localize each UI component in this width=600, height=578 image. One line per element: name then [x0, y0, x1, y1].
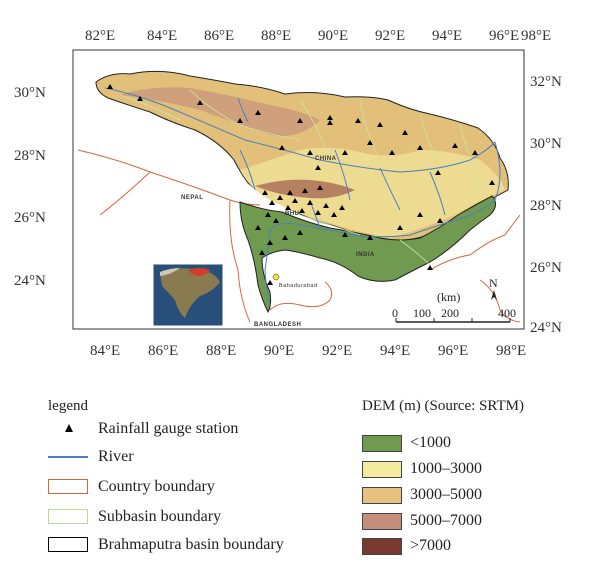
dem-class-5: >7000: [362, 536, 451, 556]
legend-item-basin: Brahmaputra basin boundary: [48, 534, 284, 556]
legend-item-subbasin: Subbasin boundary: [48, 506, 221, 528]
rivers: [104, 87, 501, 306]
subbasin-box-icon: [48, 508, 92, 526]
basin-map: NEPAL CHINA INDIA BHU BANGLADESH Bahadur…: [14, 28, 562, 359]
dem-swatch-2: [362, 460, 402, 478]
lon-top-94: 94°E: [432, 28, 462, 44]
dem-label-2: 1000–3000: [410, 460, 482, 477]
lat-right-32: 32°N: [530, 74, 562, 90]
dem-label-4: 5000–7000: [410, 512, 482, 529]
basin-lowland: [239, 195, 496, 314]
lat-left-26: 26°N: [14, 210, 46, 226]
lon-bottom-92: 92°E: [322, 343, 352, 359]
legend-label-gauge: Rainfall gauge station: [98, 420, 239, 437]
lat-right-28: 28°N: [530, 198, 562, 214]
basin-box-icon: [48, 536, 92, 554]
legend-item-river: River: [48, 446, 134, 468]
label-india: INDIA: [356, 252, 375, 258]
scale-bar: (km) 0 100 200 400: [392, 290, 516, 323]
triangle-icon: [48, 420, 92, 438]
dem-swatch-4: [362, 512, 402, 530]
lat-left-28: 28°N: [14, 148, 46, 164]
legend-item-gauge: Rainfall gauge station: [48, 418, 238, 440]
legend-label-subbasin: Subbasin boundary: [98, 508, 222, 525]
lon-top-90: 90°E: [318, 28, 348, 44]
scale-0: 0: [392, 306, 398, 320]
lat-ticks-right: 32°N 30°N 28°N 26°N 24°N: [530, 74, 562, 336]
feature-legend: legend Rainfall gauge station River Coun…: [48, 398, 348, 568]
legend-item-country: Country boundary: [48, 476, 215, 498]
lon-bottom-96: 96°E: [438, 343, 468, 359]
dem-class-1: <1000: [362, 433, 451, 453]
lon-bottom-90: 90°E: [264, 343, 294, 359]
bahadurabad-station-marker: [272, 273, 280, 281]
dem-label-3: 3000–5000: [410, 486, 482, 503]
north-arrow: N: [489, 276, 498, 300]
dem-swatch-5: [362, 537, 402, 555]
dem-class-3: 3000–5000: [362, 485, 482, 505]
lon-bottom-94: 94°E: [380, 343, 410, 359]
scale-unit: (km): [437, 290, 460, 304]
lon-ticks-bottom: 84°E 86°E 88°E 90°E 92°E 94°E 96°E 98°E: [90, 343, 526, 359]
lat-left-30: 30°N: [14, 85, 46, 101]
dem-label-5: >7000: [410, 537, 452, 554]
lat-right-26: 26°N: [530, 260, 562, 276]
lat-left-24: 24°N: [14, 273, 46, 289]
label-china: CHINA: [315, 156, 337, 162]
legend-label-country: Country boundary: [98, 478, 215, 495]
country-box-icon: [48, 478, 92, 496]
scale-100: 100: [413, 306, 431, 320]
scale-200: 200: [441, 306, 459, 320]
dem-legend: DEM (m) (Source: SRTM) <1000 1000–3000 3…: [362, 398, 592, 568]
dem-swatch-3: [362, 486, 402, 504]
basin-mid-elevation: [240, 147, 505, 238]
river-line-icon: [48, 448, 92, 466]
legend-label-basin: Brahmaputra basin boundary: [98, 536, 284, 553]
lon-ticks-top: 82°E 84°E 86°E 88°E 90°E 92°E 94°E 96°E …: [85, 28, 551, 44]
label-bhutan: BHU: [285, 211, 300, 217]
lon-top-82: 82°E: [85, 28, 115, 44]
lon-top-92: 92°E: [375, 28, 405, 44]
lat-right-30: 30°N: [530, 136, 562, 152]
lon-top-86: 86°E: [204, 28, 234, 44]
lon-top-88: 88°E: [261, 28, 291, 44]
lat-right-24: 24°N: [530, 320, 562, 336]
locator-inset: [152, 263, 224, 327]
lon-bottom-86: 86°E: [148, 343, 178, 359]
label-nepal: NEPAL: [181, 195, 203, 201]
lon-bottom-84: 84°E: [90, 343, 120, 359]
basin-ridge-north: [120, 87, 320, 136]
label-bahadurabad: Bahadurabad: [279, 283, 318, 289]
lon-bottom-88: 88°E: [206, 343, 236, 359]
subbasin-boundaries: [119, 89, 481, 266]
legend-label-river: River: [98, 448, 134, 465]
label-bangladesh: BANGLADESH: [254, 322, 301, 328]
dem-class-2: 1000–3000: [362, 459, 482, 479]
lon-top-84: 84°E: [147, 28, 177, 44]
scale-400: 400: [498, 306, 516, 320]
rainfall-gauge-stations: [107, 84, 495, 285]
lon-top-98: 98°E: [521, 28, 551, 44]
dem-class-4: 5000–7000: [362, 511, 482, 531]
dem-legend-title: DEM (m) (Source: SRTM): [362, 398, 524, 414]
lon-bottom-98: 98°E: [496, 343, 526, 359]
dem-swatch-1: [362, 434, 402, 452]
lat-ticks-left: 30°N 28°N 26°N 24°N: [14, 85, 46, 289]
legend-title: legend: [48, 398, 88, 414]
dem-label-1: <1000: [410, 434, 452, 451]
lon-top-96: 96°E: [489, 28, 519, 44]
north-arrow-label: N: [489, 276, 498, 290]
